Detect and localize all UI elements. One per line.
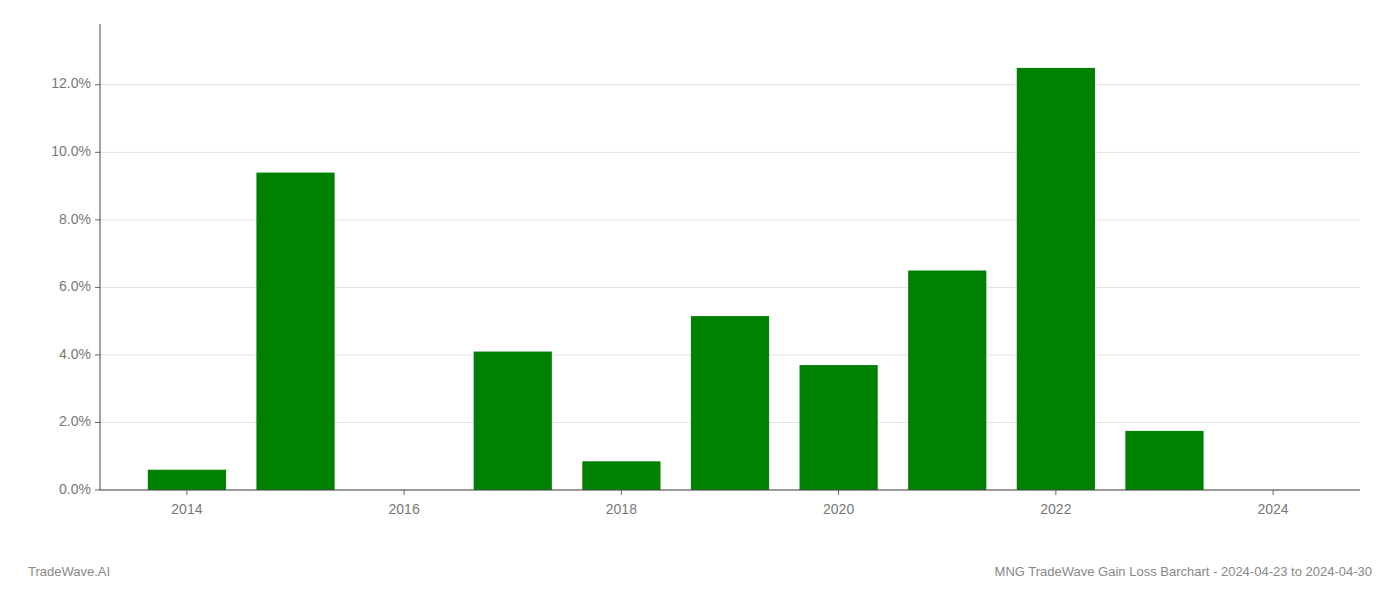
- x-tick-label: 2016: [389, 501, 420, 517]
- y-tick-label: 10.0%: [51, 143, 91, 159]
- x-tick: [186, 490, 187, 495]
- y-tick-label: 8.0%: [59, 211, 91, 227]
- y-tick-label: 4.0%: [59, 346, 91, 362]
- bar: [256, 173, 334, 490]
- y-tick-label: 0.0%: [59, 481, 91, 497]
- chart-svg: 0.0%2.0%4.0%6.0%8.0%10.0%12.0%2014201620…: [0, 0, 1400, 600]
- bar: [908, 271, 986, 490]
- bar: [148, 470, 226, 490]
- x-tick-label: 2018: [606, 501, 637, 517]
- bar: [1017, 68, 1095, 490]
- x-tick-label: 2014: [171, 501, 202, 517]
- x-tick: [621, 490, 622, 495]
- x-tick: [838, 490, 839, 495]
- grid-line: [100, 490, 1360, 491]
- grid-line: [100, 84, 1360, 85]
- bars: [148, 68, 1204, 490]
- y-axis: 0.0% 2.0% 4.0% 6.0% 8.0% 10.0% 12.0%: [51, 75, 100, 496]
- y-tick: [95, 287, 100, 288]
- bar: [1125, 431, 1203, 490]
- y-tick: [95, 219, 100, 220]
- y-tick: [95, 84, 100, 85]
- x-tick-label: 2022: [1040, 501, 1071, 517]
- y-tick-label: 6.0%: [59, 278, 91, 294]
- x-tick: [1055, 490, 1056, 495]
- y-tick-label: 12.0%: [51, 75, 91, 91]
- bar: [474, 352, 552, 490]
- bar: [800, 365, 878, 490]
- x-tick-label: 2020: [823, 501, 854, 517]
- annotation: TradeWave.AI: [28, 564, 110, 579]
- chart-container: 0.0%2.0%4.0%6.0%8.0%10.0%12.0%2014201620…: [0, 0, 1400, 600]
- x-axis-line: [100, 490, 1360, 491]
- y-tick-label: 2.0%: [59, 413, 91, 429]
- y-tick: [95, 354, 100, 355]
- y-tick: [95, 422, 100, 423]
- y-axis-line: [100, 24, 101, 490]
- y-tick: [95, 490, 100, 491]
- grid-line: [100, 152, 1360, 153]
- x-axis: 2014 2016 2018 2020 2022 2024: [171, 490, 1289, 517]
- annotation: MNG TradeWave Gain Loss Barchart - 2024-…: [995, 564, 1372, 579]
- y-tick: [95, 152, 100, 153]
- bar: [582, 461, 660, 490]
- y-grid: [100, 85, 1360, 490]
- bar: [691, 316, 769, 490]
- x-tick-label: 2024: [1258, 501, 1289, 517]
- x-tick: [404, 490, 405, 495]
- x-tick: [1273, 490, 1274, 495]
